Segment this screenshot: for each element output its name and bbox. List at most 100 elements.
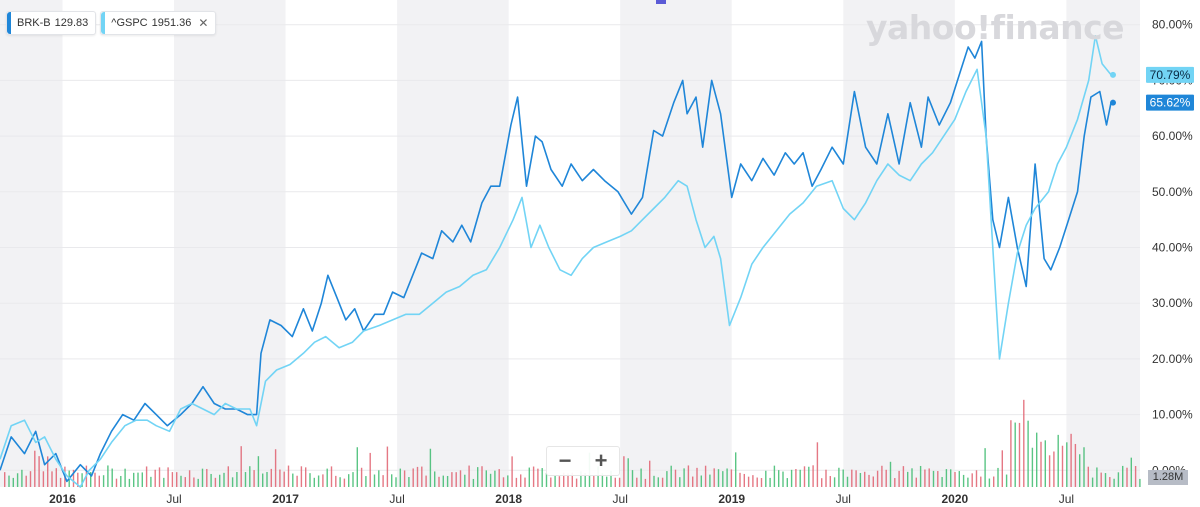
volume-bar: [1040, 441, 1042, 487]
volume-bar: [98, 475, 100, 487]
volume-bar: [507, 475, 509, 487]
volume-bar: [403, 470, 406, 487]
volume-bar: [885, 469, 887, 487]
volume-bar: [421, 466, 423, 487]
volume-bar: [8, 475, 10, 487]
volume-bar: [812, 465, 814, 487]
series-end-label: 70.79%: [1150, 68, 1191, 82]
year-bands: [0, 0, 1140, 487]
volume-bar: [532, 466, 535, 487]
volume-bar: [1122, 465, 1124, 487]
volume-bar: [567, 473, 569, 487]
legend-symbol: ^GSPC: [111, 17, 148, 29]
volume-bar: [180, 475, 182, 487]
volume-bar: [803, 466, 806, 487]
volume-bar: [163, 477, 165, 487]
volume-bar: [382, 475, 384, 487]
volume-bar: [808, 466, 810, 487]
series-end-label-box: [1146, 66, 1194, 83]
volume-bar: [330, 466, 333, 487]
volume-bar: [717, 469, 720, 487]
volume-bar: [997, 467, 999, 487]
x-tick-label: 2016: [49, 492, 76, 506]
volume-bar: [692, 476, 694, 487]
volume-bar: [571, 472, 573, 487]
volume-bar: [786, 478, 788, 487]
volume-bar: [240, 446, 242, 487]
volume-bar: [941, 477, 943, 487]
volume-bar: [1109, 477, 1111, 487]
volume-bar: [1001, 450, 1003, 487]
volume-bar: [107, 465, 109, 487]
volume-bar: [838, 467, 840, 487]
volume-bar: [575, 478, 578, 487]
volume-bar: [932, 470, 935, 487]
volume-bar: [176, 472, 178, 487]
volume-bar: [141, 472, 143, 487]
volume-bar: [489, 473, 492, 487]
x-tick-label: Jul: [1059, 492, 1074, 506]
x-tick-label: Jul: [389, 492, 404, 506]
volume-bar: [94, 472, 96, 487]
volume-bar: [610, 470, 612, 487]
volume-bar: [851, 469, 853, 487]
volume-bar: [365, 476, 367, 487]
zoom-out-button[interactable]: −: [558, 448, 572, 473]
volume-bar: [51, 471, 53, 487]
volume-bar: [679, 477, 681, 487]
volume-bar: [833, 477, 836, 487]
volume-bar: [210, 473, 212, 487]
volume-bar: [326, 468, 328, 487]
volume-bar: [343, 478, 346, 487]
volume-bar: [674, 469, 677, 487]
volume-bar: [72, 469, 75, 487]
volume-bar: [335, 475, 337, 487]
volume-bar: [520, 474, 522, 487]
x-tick-label: 2019: [718, 492, 745, 506]
legend: BRK-B 129.83 ^GSPC 1951.36 ✕: [6, 11, 217, 35]
volume-bar: [1005, 474, 1008, 487]
x-tick-label: Jul: [166, 492, 181, 506]
volume-bar: [253, 470, 255, 487]
y-axis-labels: 0.00%10.00%20.00%30.00%40.00%50.00%60.00…: [1152, 18, 1193, 478]
volume-bar: [722, 471, 724, 487]
legend-chip-brk-b[interactable]: BRK-B 129.83: [6, 11, 97, 35]
volume-bar: [846, 476, 849, 487]
y-tick-label: 80.00%: [1152, 18, 1193, 32]
volume-bar: [795, 469, 797, 487]
volume-bar: [438, 476, 440, 487]
volume-bar: [309, 473, 311, 487]
volume-bar: [21, 469, 23, 487]
legend-chip-gspc[interactable]: ^GSPC 1951.36 ✕: [100, 11, 217, 35]
volume-bar: [12, 477, 14, 487]
volume-bar: [1010, 420, 1012, 487]
close-icon[interactable]: ✕: [198, 16, 209, 30]
volume-bar: [373, 474, 376, 487]
volume-bar: [971, 473, 973, 487]
volume-bar: [1100, 472, 1102, 487]
volume-bar: [498, 469, 500, 487]
volume-bar: [558, 476, 561, 487]
zoom-in-button[interactable]: +: [594, 448, 608, 473]
volume-bar: [395, 477, 397, 487]
series-end-label-box: [1146, 94, 1194, 111]
range-marker: [656, 0, 666, 4]
volume-bar: [898, 470, 900, 487]
volume-bar: [472, 478, 475, 487]
volume-bar: [726, 468, 728, 487]
volume-bar: [442, 475, 444, 487]
volume-bar: [829, 476, 831, 487]
volume-bar: [868, 474, 870, 487]
volume-bar: [580, 471, 582, 487]
y-tick-label: 40.00%: [1152, 241, 1193, 255]
volume-bar: [739, 472, 741, 487]
volume-bar: [864, 471, 866, 487]
volume-bar: [477, 467, 479, 487]
volume-bar: [145, 466, 148, 487]
x-tick-label: 2018: [495, 492, 522, 506]
volume-bar: [636, 477, 638, 487]
volume-bar: [1048, 455, 1051, 487]
volume-bar: [42, 471, 45, 487]
volume-bar: [911, 468, 913, 487]
